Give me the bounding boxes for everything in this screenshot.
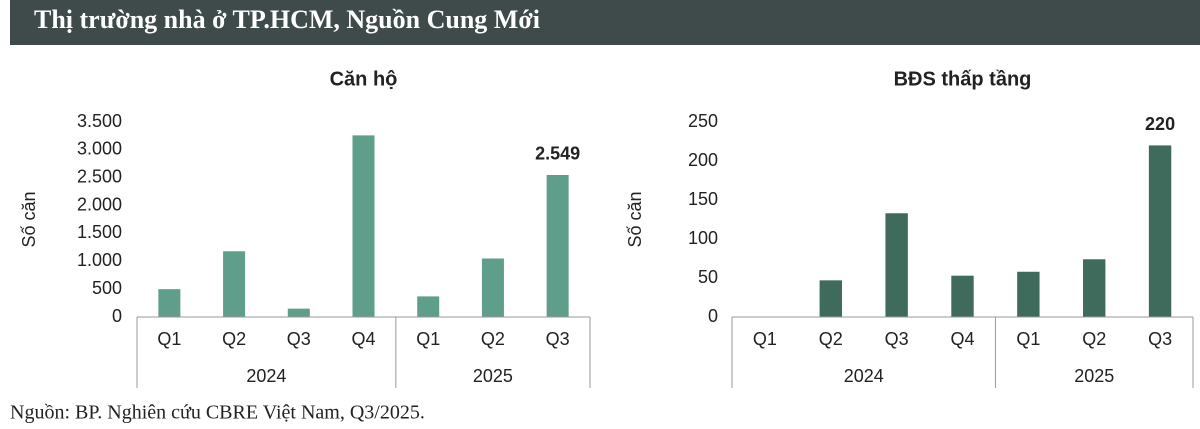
bar bbox=[1148, 145, 1172, 317]
y-tick-label: 150 bbox=[688, 189, 718, 209]
x-tick-label: Q4 bbox=[351, 329, 375, 349]
x-tick-label: Q1 bbox=[1016, 329, 1040, 349]
y-axis-label: Số căn bbox=[19, 191, 39, 247]
x-group-label: 2024 bbox=[844, 366, 884, 386]
bar bbox=[1083, 259, 1106, 317]
x-tick-label: Q3 bbox=[287, 329, 311, 349]
y-tick-label: 3.000 bbox=[77, 139, 122, 159]
bar bbox=[885, 213, 908, 317]
x-tick-label: Q1 bbox=[157, 329, 181, 349]
y-tick-label: 0 bbox=[112, 306, 122, 326]
chart-title: BĐS thấp tầng bbox=[894, 68, 1032, 90]
bar bbox=[352, 135, 375, 317]
bar bbox=[951, 275, 974, 317]
x-tick-label: Q3 bbox=[1148, 329, 1172, 349]
source-note: Nguồn: BP. Nghiên cứu CBRE Việt Nam, Q3/… bbox=[10, 402, 425, 424]
y-tick-label: 2.000 bbox=[77, 194, 122, 214]
bar bbox=[223, 251, 246, 317]
bar bbox=[287, 308, 310, 317]
x-tick-label: Q2 bbox=[819, 329, 843, 349]
bar bbox=[819, 280, 842, 317]
y-tick-label: 3.500 bbox=[77, 111, 122, 131]
bar bbox=[481, 258, 504, 317]
x-tick-label: Q3 bbox=[885, 329, 909, 349]
value-label: 220 bbox=[1145, 114, 1175, 134]
x-tick-label: Q4 bbox=[950, 329, 974, 349]
y-tick-label: 2.500 bbox=[77, 166, 122, 186]
y-tick-label: 1.000 bbox=[77, 250, 122, 270]
x-tick-label: Q2 bbox=[222, 329, 246, 349]
x-tick-label: Q1 bbox=[753, 329, 777, 349]
bar bbox=[417, 296, 440, 317]
x-tick-label: Q1 bbox=[416, 329, 440, 349]
y-tick-label: 200 bbox=[688, 150, 718, 170]
y-tick-label: 100 bbox=[688, 228, 718, 248]
page-title: Thị trường nhà ở TP.HCM, Nguồn Cung Mới bbox=[34, 5, 540, 34]
y-tick-label: 1.500 bbox=[77, 222, 122, 242]
x-tick-label: Q2 bbox=[481, 329, 505, 349]
x-tick-label: Q3 bbox=[546, 329, 570, 349]
header-bar bbox=[10, 0, 1200, 45]
x-group-label: 2025 bbox=[1074, 366, 1114, 386]
bar bbox=[158, 289, 181, 317]
y-tick-label: 500 bbox=[92, 278, 122, 298]
x-group-label: 2024 bbox=[246, 366, 286, 386]
y-tick-label: 250 bbox=[688, 111, 718, 131]
chart-title: Căn hộ bbox=[330, 68, 398, 90]
y-tick-label: 50 bbox=[698, 267, 718, 287]
bar bbox=[546, 174, 569, 317]
x-tick-label: Q2 bbox=[1082, 329, 1106, 349]
y-tick-label: 0 bbox=[708, 306, 718, 326]
y-axis-label: Số căn bbox=[625, 191, 645, 247]
bar bbox=[1017, 271, 1040, 317]
value-label: 2.549 bbox=[535, 144, 580, 164]
x-group-label: 2025 bbox=[473, 366, 513, 386]
